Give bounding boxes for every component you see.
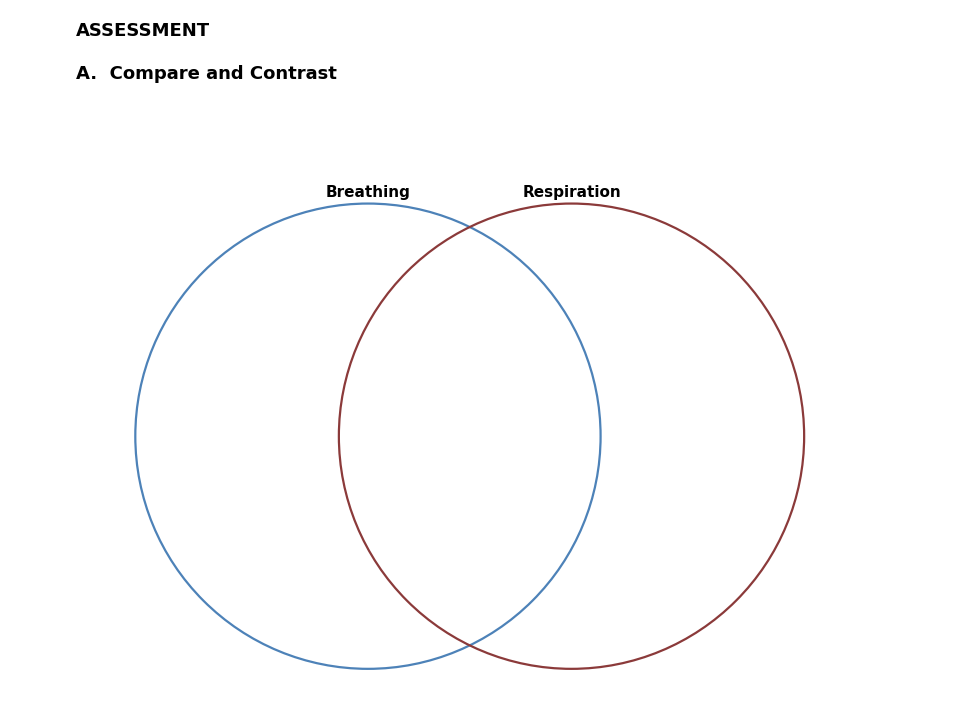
Text: A.  Compare and Contrast: A. Compare and Contrast [76,65,336,84]
Text: ASSESSMENT: ASSESSMENT [76,22,211,40]
Text: Respiration: Respiration [521,185,620,200]
Text: Breathing: Breathing [325,185,410,200]
